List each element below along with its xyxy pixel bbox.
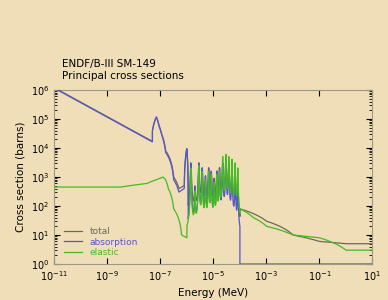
total	[191, 199, 196, 203]
Line: absorption: absorption	[54, 88, 372, 264]
absorption	[227, 187, 232, 190]
X-axis label: Energy (MeV): Energy (MeV)	[178, 288, 248, 298]
absorption	[183, 160, 188, 164]
total	[370, 242, 375, 245]
absorption	[197, 162, 201, 165]
absorption	[370, 262, 375, 266]
elastic	[370, 248, 375, 252]
Line: total: total	[54, 88, 372, 244]
elastic	[230, 187, 235, 190]
total	[52, 86, 57, 89]
elastic	[232, 187, 237, 191]
total	[345, 242, 349, 245]
absorption	[63, 92, 68, 96]
elastic	[215, 172, 219, 176]
total	[200, 168, 205, 172]
total	[186, 202, 191, 206]
elastic	[223, 152, 228, 156]
absorption	[237, 262, 242, 266]
elastic	[345, 248, 349, 252]
total	[225, 182, 230, 185]
Line: elastic: elastic	[54, 154, 372, 250]
total	[220, 180, 224, 183]
Y-axis label: Cross section (barns): Cross section (barns)	[16, 122, 26, 232]
absorption	[210, 195, 214, 199]
elastic	[210, 195, 214, 198]
elastic	[52, 185, 57, 189]
Legend: total, absorption, elastic: total, absorption, elastic	[61, 224, 142, 260]
absorption	[192, 202, 197, 205]
Text: ENDF/B-III SM-149
Principal cross sections: ENDF/B-III SM-149 Principal cross sectio…	[62, 59, 184, 81]
absorption	[52, 86, 57, 90]
total	[211, 192, 216, 196]
elastic	[223, 154, 228, 158]
elastic	[232, 189, 237, 192]
